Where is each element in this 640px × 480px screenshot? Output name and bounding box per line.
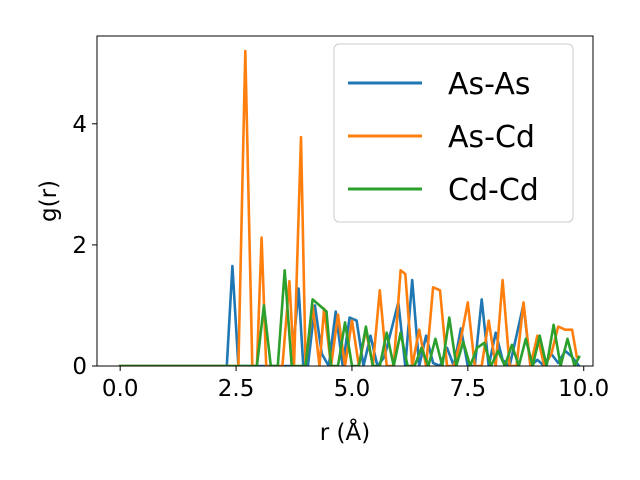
x-tick-label: 2.5 <box>218 376 255 402</box>
x-tick-label: 5.0 <box>334 376 371 402</box>
x-tick-label: 7.5 <box>450 376 487 402</box>
plot-frame <box>96 35 594 367</box>
series-line-as-cd <box>118 49 579 366</box>
y-tick-label: 0 <box>72 354 87 380</box>
axes: 0.0 2.5 5.0 7.5 10.0 0 2 4 r (Å) g(r) <box>36 35 609 446</box>
y-tick-label: 4 <box>72 112 87 138</box>
legend-label-cd-cd: Cd-Cd <box>448 173 539 208</box>
series-layer <box>118 49 581 366</box>
legend: As-As As-Cd Cd-Cd <box>333 43 574 223</box>
x-tick-label: 10.0 <box>558 376 609 402</box>
legend-label-as-cd: As-Cd <box>448 120 535 155</box>
legend-label-as-as: As-As <box>448 67 530 102</box>
legend-box <box>333 43 574 223</box>
x-axis-label: r (Å) <box>320 418 370 446</box>
y-axis-label: g(r) <box>36 180 62 222</box>
y-tick-label: 2 <box>72 233 87 259</box>
series-line-cd-cd <box>118 268 581 366</box>
x-tick-label: 0.0 <box>102 376 139 402</box>
